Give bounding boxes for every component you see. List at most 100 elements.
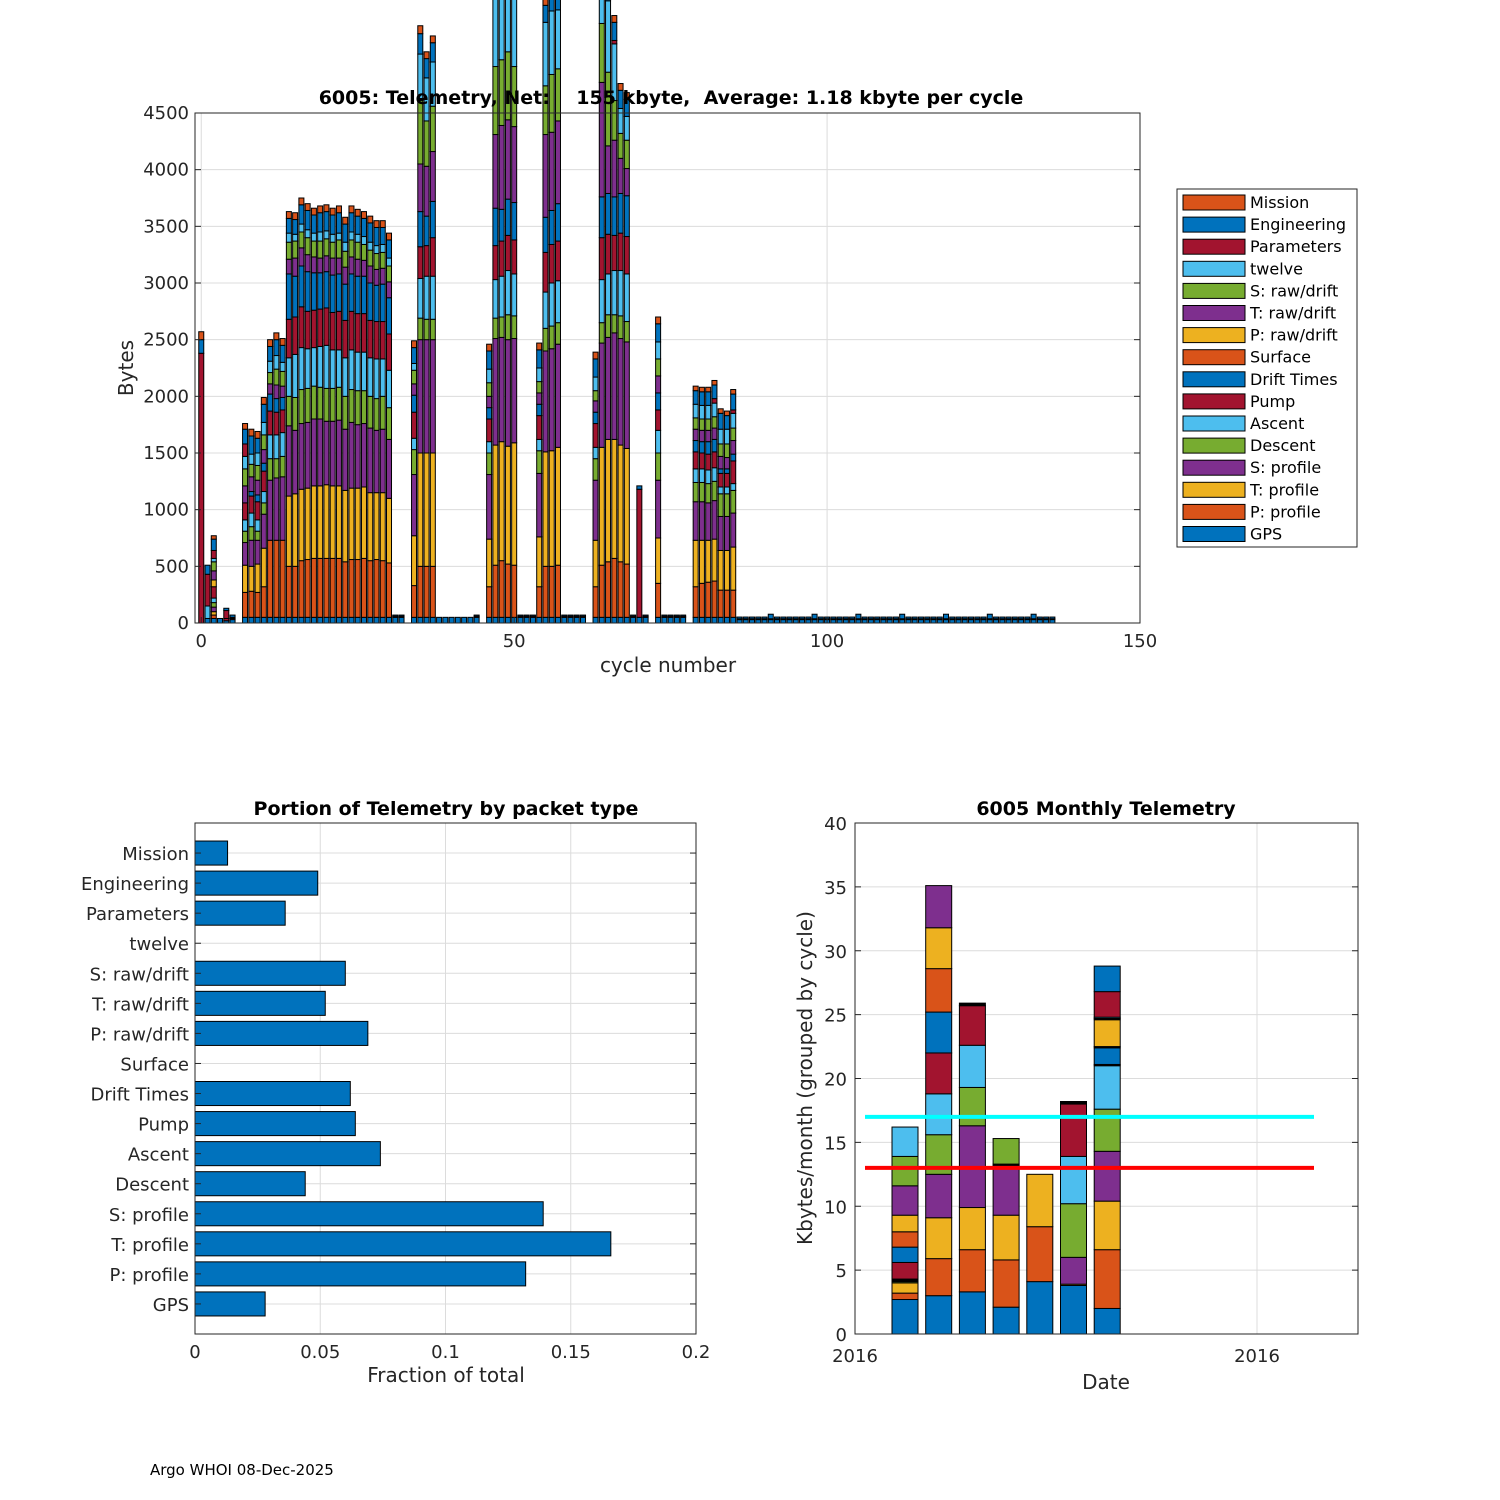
cycle-bar (217, 617, 224, 624)
x-tick-label: 0 (189, 1342, 200, 1363)
bar-segment-engineering (748, 616, 755, 620)
bar-segment-gps (986, 619, 993, 624)
x-axis-label: cycle number (600, 653, 737, 677)
bar-segment-gps (842, 619, 849, 624)
bar-segment-gps (786, 619, 793, 624)
bar-segment-engineering (423, 58, 430, 79)
cycle-bar (1049, 616, 1056, 624)
cycle-bar (536, 342, 543, 624)
bar-segment-p-profile (429, 565, 436, 618)
bar-segment-gps (310, 616, 317, 624)
bar-segment-t-raw-drift (417, 163, 424, 213)
bar-segment-gps (698, 616, 705, 624)
cycle-bar (1024, 616, 1031, 624)
month-bar-segment (1093, 991, 1121, 1018)
cycle-bar (367, 215, 374, 624)
y-tick-label: S: profile (109, 1205, 189, 1226)
bar-segment-mission (323, 204, 330, 213)
bar-segment-drift-times (248, 491, 255, 497)
bar-segment-gps (536, 616, 543, 624)
bar-segment-t-profile (417, 452, 424, 567)
bar-segment-twelve (254, 452, 261, 466)
bar-segment-engineering (429, 42, 436, 63)
bar-segment-t-raw-drift (411, 383, 418, 396)
cycle-bar (611, 15, 618, 624)
bar-segment-t-profile (542, 451, 549, 567)
bar-segment-pump (267, 410, 274, 436)
bar-segment-mission (373, 220, 380, 228)
cycle-bar (867, 616, 874, 624)
bar-segment-s-raw-drift (267, 372, 274, 385)
bar-segment-gps (849, 619, 856, 624)
cycle-bar (398, 614, 405, 624)
bar-segment-engineering (942, 613, 949, 620)
bar-segment-gps (1011, 619, 1018, 624)
bar-segment-s-profile (623, 341, 630, 449)
bar-segment-parameters (711, 398, 718, 404)
legend-swatch (1182, 349, 1246, 366)
bar-segment-s-profile (329, 420, 336, 487)
bar-segment-ascent (717, 486, 724, 495)
bar-segment-gps (830, 619, 837, 624)
bar-segment-t-raw-drift (210, 570, 217, 581)
bar-segment-engineering (673, 614, 680, 617)
y-tick-label: P: raw/drift (90, 1024, 189, 1045)
x-tick-label: 0.2 (682, 1342, 711, 1363)
bar-segment-mission (335, 205, 342, 214)
bar-segment-drift-times (542, 216, 549, 253)
bar-segment-ascent (379, 358, 386, 397)
bar-segment-mission (267, 339, 274, 347)
bar-segment-descent (310, 385, 317, 420)
bar-segment-twelve (360, 236, 367, 245)
bar-segment-pump (655, 409, 662, 431)
y-tick-label: 500 (155, 556, 189, 577)
bar-segment-ascent (317, 345, 324, 388)
bar-segment-p-profile (598, 564, 605, 618)
bar-segment-descent (360, 390, 367, 425)
cycle-bar (523, 614, 530, 624)
y-tick-label: Surface (120, 1054, 189, 1075)
y-tick-label: Descent (115, 1175, 189, 1196)
bar-segment-drift-times (298, 265, 305, 308)
cycle-bar (223, 607, 230, 624)
bar-segment-gps (317, 616, 324, 624)
bar-segment-ascent (323, 344, 330, 389)
bar-segment-pump (536, 415, 543, 440)
legend-swatch (1182, 371, 1246, 388)
bar-segment-drift-times (254, 494, 261, 503)
cycle-bar (592, 351, 599, 624)
bar-segment-pump (548, 243, 555, 284)
bar-segment-s-raw-drift (348, 239, 355, 258)
bar-segment-t-raw-drift (429, 151, 436, 202)
bar-segment-descent (717, 493, 724, 517)
bar-segment-ascent (417, 277, 424, 319)
bar-segment-pump (698, 452, 705, 470)
bar-segment-descent (367, 395, 374, 429)
cycle-bar (260, 396, 267, 624)
bar-segment-s-raw-drift (730, 427, 737, 442)
cycle-bar (999, 616, 1006, 624)
cycle-bar (692, 385, 699, 624)
bar-segment-descent (386, 407, 393, 440)
bar-segment-s-profile (705, 502, 712, 541)
bar-segment-engineering (386, 239, 393, 259)
bar-segment-gps (467, 616, 474, 624)
bar-segment-mission (342, 216, 349, 225)
cycle-bar (742, 616, 749, 624)
bar-segment-engineering (849, 616, 856, 620)
bar-segment-s-raw-drift (423, 120, 430, 167)
cycle-bar (630, 614, 637, 624)
bar-segment-gps (423, 616, 430, 624)
bar-segment-pump (348, 310, 355, 351)
bar-segment-p-profile (592, 586, 599, 618)
month-bar-segment (958, 1249, 986, 1293)
cycle-bar (567, 614, 574, 624)
bar-segment-engineering (861, 616, 868, 620)
bar-segment-p-profile (605, 561, 612, 618)
bar-segment-engineering (892, 616, 899, 620)
cycle-bar (323, 204, 330, 624)
bar-segment-engineering (630, 614, 637, 617)
bar-segment-pump (242, 502, 249, 521)
legend-label: S: profile (1250, 458, 1321, 477)
